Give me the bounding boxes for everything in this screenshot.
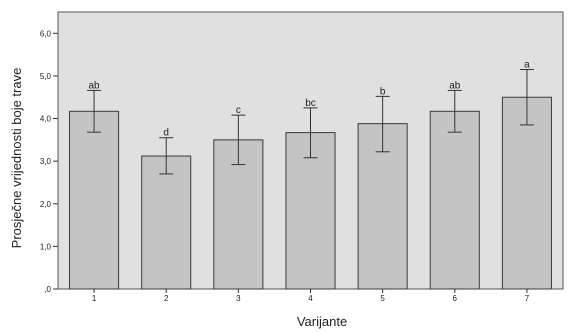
bars [69,96,552,290]
bar-1 [69,110,120,290]
y-tick-label: 2,0 [40,200,52,209]
axes [53,32,528,293]
bar-6 [429,110,480,290]
bar-2 [141,155,192,290]
x-tick-label: 1 [92,294,97,303]
y-tick-label: 3,0 [40,157,52,166]
x-tick-label: 6 [453,294,458,303]
y-tick-label: 6,0 [40,29,52,38]
significance-label: b [380,86,386,97]
x-tick-label: 2 [164,294,169,303]
significance-label: a [524,60,530,71]
tick-labels: ,0 1,0 2,0 3,0 4,0 5,0 6,0 1 ab 2 d 3 c 4 bc 5 b 6 ab 7 a [40,29,530,303]
x-tick-label: 4 [308,294,313,303]
bar-4 [285,132,336,290]
error-bars [87,69,534,175]
significance-label: c [236,105,241,116]
y-tick-label: 1,0 [40,242,52,251]
significance-label: bc [305,98,316,109]
x-tick-label: 3 [236,294,241,303]
x-axis-title: Varijante [297,314,347,329]
significance-label: ab [89,80,101,91]
y-tick-label: 4,0 [40,115,52,124]
significance-label: ab [449,80,461,91]
y-axis-title: Prosječne vrijednosti boje trave [9,68,24,249]
x-tick-label: 7 [525,294,530,303]
bar-7 [501,96,552,290]
y-tick-label: 5,0 [40,72,52,81]
significance-label: d [163,128,169,139]
y-tick-label: ,0 [44,285,51,294]
x-tick-label: 5 [380,294,385,303]
